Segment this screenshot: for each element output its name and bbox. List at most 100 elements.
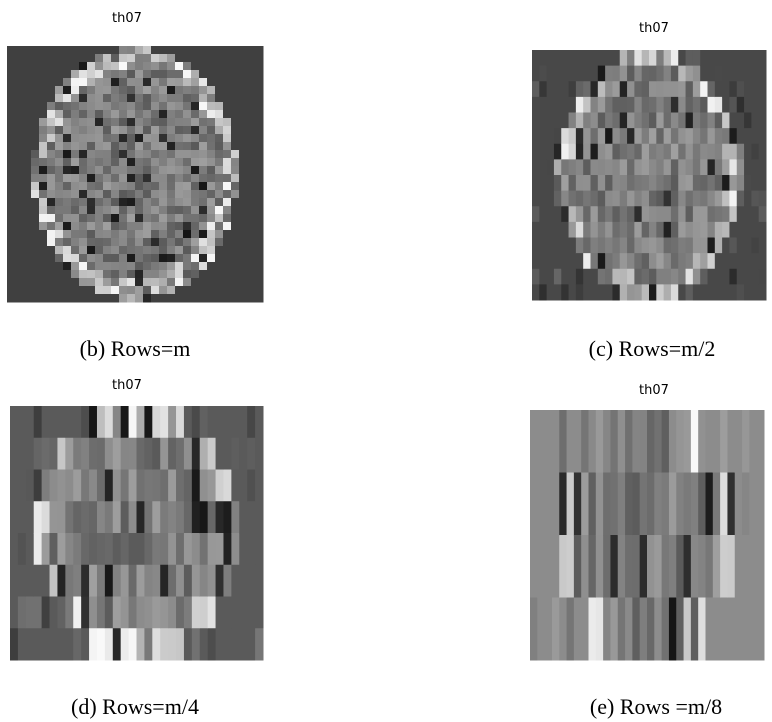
pixel bbox=[95, 198, 104, 207]
pixel bbox=[678, 206, 686, 222]
pixel bbox=[547, 269, 555, 285]
pixel bbox=[151, 118, 160, 127]
pixel bbox=[135, 158, 144, 167]
pixel bbox=[737, 269, 745, 285]
pixel bbox=[26, 501, 34, 533]
pixel bbox=[71, 102, 80, 111]
pixel bbox=[532, 175, 540, 191]
pixel bbox=[207, 94, 216, 103]
pixel bbox=[57, 597, 65, 629]
pixel bbox=[31, 246, 40, 255]
pixel bbox=[127, 118, 136, 127]
pixel bbox=[700, 284, 708, 300]
pixel bbox=[167, 118, 176, 127]
pixel bbox=[215, 134, 224, 143]
pixel bbox=[208, 406, 216, 438]
pixel bbox=[231, 628, 239, 660]
pixel bbox=[18, 565, 26, 597]
pixel bbox=[127, 246, 136, 255]
pixel bbox=[656, 66, 664, 82]
pixel bbox=[55, 294, 64, 303]
pixel bbox=[95, 230, 104, 239]
pixel bbox=[39, 230, 48, 239]
pixel bbox=[649, 97, 657, 113]
pixel bbox=[57, 565, 65, 597]
pixel bbox=[627, 144, 635, 160]
pixel bbox=[47, 222, 56, 231]
pixel bbox=[247, 150, 256, 159]
pixel bbox=[71, 254, 80, 263]
pixel bbox=[191, 86, 200, 95]
image bbox=[530, 410, 765, 661]
pixel bbox=[684, 410, 692, 473]
pixel bbox=[143, 110, 152, 119]
pixel bbox=[39, 262, 48, 271]
pixel bbox=[223, 278, 232, 287]
pixel bbox=[255, 294, 264, 303]
pixel bbox=[23, 254, 32, 263]
pixel bbox=[47, 46, 56, 55]
pixel bbox=[167, 94, 176, 103]
pixel bbox=[31, 174, 40, 183]
pixel bbox=[552, 410, 560, 473]
pixel bbox=[727, 473, 735, 536]
pixel bbox=[751, 144, 759, 160]
pixel bbox=[175, 102, 184, 111]
pixel bbox=[239, 62, 248, 71]
pixel bbox=[79, 254, 88, 263]
pixel bbox=[10, 533, 18, 565]
pixel bbox=[119, 94, 128, 103]
pixel bbox=[231, 86, 240, 95]
pixel bbox=[127, 94, 136, 103]
pixel bbox=[713, 535, 721, 598]
pixel bbox=[642, 97, 650, 113]
pixel bbox=[722, 50, 730, 66]
pixel bbox=[79, 110, 88, 119]
pixel bbox=[547, 113, 555, 129]
pixel bbox=[744, 50, 752, 66]
pixel bbox=[71, 126, 80, 135]
pixel bbox=[693, 206, 701, 222]
pixel bbox=[151, 78, 160, 87]
pixel bbox=[7, 78, 16, 87]
pixel bbox=[231, 142, 240, 151]
pixel bbox=[57, 406, 65, 438]
pixel bbox=[34, 533, 42, 565]
pixel bbox=[693, 191, 701, 207]
pixel bbox=[231, 230, 240, 239]
pixel bbox=[71, 70, 80, 79]
pixel bbox=[567, 535, 575, 598]
pixel bbox=[634, 238, 642, 254]
pixel bbox=[664, 113, 672, 129]
pixel bbox=[757, 473, 765, 536]
pixel bbox=[143, 286, 152, 295]
pixel bbox=[715, 175, 723, 191]
pixel bbox=[598, 206, 606, 222]
pixel bbox=[231, 70, 240, 79]
pixel bbox=[671, 269, 679, 285]
pixel bbox=[127, 126, 136, 135]
pixel bbox=[539, 284, 547, 300]
pixel bbox=[208, 470, 216, 502]
pixel bbox=[208, 597, 216, 629]
pixel bbox=[95, 254, 104, 263]
pixel bbox=[97, 406, 105, 438]
pixel bbox=[612, 206, 620, 222]
pixel bbox=[247, 597, 255, 629]
pixel bbox=[247, 501, 255, 533]
pixel bbox=[759, 253, 767, 269]
pixel bbox=[183, 166, 192, 175]
pixel bbox=[247, 286, 256, 295]
pixel bbox=[591, 206, 599, 222]
pixel bbox=[537, 473, 545, 536]
pixel bbox=[715, 191, 723, 207]
pixel bbox=[79, 262, 88, 271]
pixel bbox=[700, 238, 708, 254]
pixel bbox=[199, 134, 208, 143]
pixel bbox=[39, 110, 48, 119]
pixel bbox=[103, 118, 112, 127]
pixel bbox=[255, 238, 264, 247]
pixel bbox=[151, 278, 160, 287]
pixel bbox=[686, 128, 694, 144]
pixel bbox=[215, 46, 224, 55]
